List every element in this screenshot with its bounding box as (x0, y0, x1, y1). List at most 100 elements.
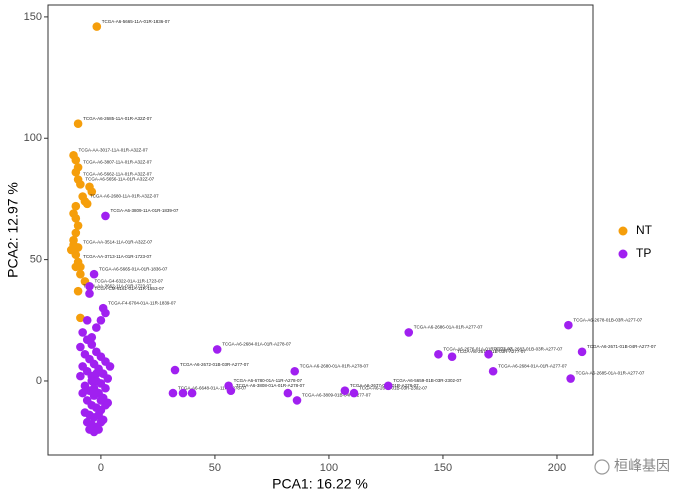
point-label: TCGA-A6-3808-01A-01R-A278-07 (236, 383, 305, 388)
point (87, 340, 97, 349)
point-label: TCGA-AA-3662-11A-01R-1723-07 (83, 283, 152, 288)
point (87, 376, 97, 386)
point-label: TCGA-A6-2676-01A-01R-A277-07 (443, 346, 512, 351)
point (170, 365, 180, 375)
point-label: TCGA-A6-6648-01A-11R-A278-07 (178, 385, 247, 390)
point (484, 349, 493, 359)
point-label: TCGA-A6-2679-01B-03R-2302-07 (359, 385, 428, 390)
watermark-icon (594, 459, 610, 475)
point (92, 323, 101, 332)
point-label: TCGA-A6-3809-11A-01R-1839-07 (110, 208, 178, 213)
point (85, 282, 94, 291)
point (488, 366, 498, 376)
point (78, 328, 87, 337)
point (87, 187, 97, 196)
point (76, 342, 85, 352)
point (105, 362, 115, 371)
point-label: TCGA-A6-2680-01A-01R-A278-07 (300, 363, 369, 368)
point (447, 352, 457, 361)
watermark: 桓峰基因 (614, 458, 670, 474)
point (283, 388, 293, 398)
point (178, 388, 188, 398)
point (78, 388, 87, 398)
point (577, 347, 587, 357)
point (212, 345, 222, 354)
point (71, 228, 81, 238)
point (404, 328, 414, 337)
point-label: TCGA-AA-3514-11A-01R-A32Z-07 (83, 240, 153, 245)
point-label: TCGA-A6-2678-01B-03R-A277-07 (573, 317, 642, 322)
point-label: TCGA-AA-3713-11A-01R-1723-07 (83, 254, 152, 259)
y-tick-label: 0 (36, 375, 42, 387)
point-label: TCGA-A6-2685-01A-01R-A277-07 (576, 371, 645, 376)
point (78, 192, 87, 201)
point-label: TCGA-A6-2683-01B-03R-A277-07 (494, 346, 563, 351)
point (340, 386, 350, 395)
x-tick-label: 100 (320, 462, 338, 474)
point-label: TCGA-A6-2686-01A-01R-A277-07 (414, 325, 483, 330)
point-label: TCGA-A6-5665-01A-01R-1836-07 (99, 266, 168, 271)
point-label: TCGA-A6-2684-01A-01R-A277-07 (498, 363, 567, 368)
point (82, 199, 92, 209)
point-label: TCGA-A6-3807-11A-01R-A32Z-07 (83, 160, 152, 165)
point (71, 201, 81, 211)
point (187, 388, 197, 398)
point (73, 221, 83, 230)
point (96, 417, 106, 427)
point (92, 369, 101, 378)
point (71, 155, 81, 165)
point (71, 167, 81, 177)
point (89, 383, 99, 393)
legend-label: TP (636, 246, 651, 260)
point (87, 332, 97, 342)
point (73, 119, 83, 128)
point (85, 289, 94, 298)
point-label: TCGA-A6-2685-11A-01R-A32Z-07 (83, 116, 152, 121)
point (71, 262, 81, 272)
point-label: TCGA-A6-2684-01A-01R-A278-07 (222, 342, 291, 347)
point (82, 315, 92, 325)
point (103, 374, 113, 383)
point (292, 396, 302, 405)
point-label: TCGA-A6-5659-01B-03R-2302-07 (393, 378, 462, 383)
y-tick-label: 50 (30, 254, 42, 266)
y-axis-title: PCA2: 12.97 % (5, 182, 21, 278)
point (168, 388, 178, 398)
point (434, 349, 443, 359)
point (76, 269, 85, 279)
point (94, 425, 103, 434)
point-label: TCGA-A6-2672-01B-03R-A277-07 (180, 362, 249, 367)
point (101, 211, 110, 221)
x-tick-label: 0 (98, 462, 104, 474)
point-label: TCGA-A6-3809-01B-04R-A277-07 (302, 393, 371, 398)
point (96, 396, 106, 405)
point (290, 366, 300, 376)
point (76, 313, 85, 323)
x-tick-label: 150 (434, 462, 452, 474)
point (73, 286, 83, 296)
legend-label: NT (636, 223, 653, 237)
legend-marker (618, 226, 628, 236)
point-label: TCGA-CM-6161-01A-11R-1653-07 (95, 286, 165, 291)
point (349, 388, 359, 398)
point (89, 269, 99, 279)
point (66, 245, 76, 255)
point (76, 180, 85, 189)
y-tick-label: 100 (24, 132, 42, 144)
point (76, 371, 85, 381)
x-tick-label: 50 (209, 462, 221, 474)
point-label: TCGA-G4-6322-01A-11R-1723-07 (95, 278, 164, 283)
point-label: TCGA-A6-5665-11A-01R-1836-07 (102, 19, 170, 24)
point-label: TCGA-F4-6704-01A-11R-1839-07 (108, 300, 176, 305)
point-label: TCGA-A6-2671-01B-04R-A277-07 (587, 344, 656, 349)
point-label: TCGA-A6-5662-11A-01R-A32Z-07 (83, 172, 152, 177)
y-tick-label: 150 (24, 11, 42, 23)
point-label: TCGA-A6-5656-11A-01R-A32Z-07 (85, 177, 154, 182)
point-label: TCGA-A6-2680-11A-01R-A32Z-07 (90, 194, 159, 199)
x-axis-title: PCA1: 16.22 % (272, 476, 368, 492)
x-tick-label: 200 (548, 462, 566, 474)
point (566, 374, 575, 383)
point (92, 22, 102, 31)
point (96, 315, 106, 325)
